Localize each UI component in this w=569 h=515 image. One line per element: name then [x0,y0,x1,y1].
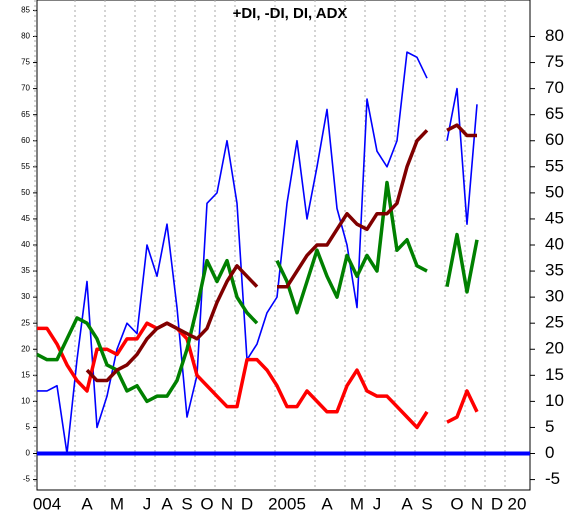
y-tick-label: 65 [21,110,30,119]
y2-tick-label: 65 [545,104,564,123]
data-line [277,129,429,289]
chart-title: +DI, -DI, DI, ADX [233,5,348,22]
data-line [275,180,428,315]
y-tick-label: 0 [26,449,31,458]
x-tick-label: J [143,494,152,513]
y2-tick-label: 5 [545,417,554,436]
data-line [446,87,478,225]
x-tick-label: S [421,494,432,513]
y-tick-label: 25 [21,318,30,327]
y2-tick-label: 20 [545,339,564,358]
y2-tick-label: 60 [545,130,564,149]
y2-tick-label: -5 [545,469,560,488]
y-tick-label: 50 [21,188,30,197]
y2-tick-label: 80 [545,26,564,45]
y2-tick-label: 35 [545,261,564,280]
x-tick-label: 2005 [268,494,306,513]
x-tick-label: M [350,494,364,513]
y-tick-label: -5 [23,475,31,484]
y2-tick-label: 15 [545,365,564,384]
y2-tick-label: 50 [545,182,564,201]
y-tick-label: 15 [21,370,30,379]
data-line [446,389,479,424]
data-line [446,123,477,138]
x-tick-label: A [401,494,413,513]
y2-tick-label: 10 [545,391,564,410]
plot-frame [36,0,531,491]
x-tick-label: O [200,494,213,513]
x-tick-label: N [221,494,233,513]
x-tick-label: N [471,494,483,513]
y2-tick-label: 30 [545,287,564,306]
y-tick-label: 70 [21,84,30,93]
x-tick-label: O [450,494,463,513]
y2-tick-label: 0 [545,443,554,462]
y-tick-label: 45 [21,214,30,223]
x-tick-label: M [110,494,124,513]
y2-tick-label: 45 [545,208,564,227]
data-line [36,258,259,404]
data-line [445,232,479,294]
y-tick-label: 20 [21,344,30,353]
x-tick-label: 20 [508,494,527,513]
y2-tick-label: 75 [545,52,564,71]
x-tick-label: J [373,494,382,513]
y2-tick-label: 40 [545,234,564,253]
x-tick-label: S [181,494,192,513]
y-tick-label: 60 [21,136,30,145]
y2-tick-label: 70 [545,78,564,97]
x-tick-label: D [491,494,503,513]
y-tick-label: 35 [21,266,30,275]
y-tick-label: 80 [21,32,30,41]
x-tick-label: A [321,494,333,513]
x-tick-label: D [241,494,253,513]
x-tick-label: A [161,494,173,513]
y2-tick-label: 55 [545,156,564,175]
y-tick-label: 10 [21,396,30,405]
x-tick-label: 004 [33,494,61,513]
y-tick-label: 55 [21,162,30,171]
y-tick-label: 5 [26,423,31,432]
y-tick-label: 75 [21,58,30,67]
y-tick-label: 85 [21,6,30,15]
data-line [37,51,428,455]
y2-tick-label: 25 [545,313,564,332]
x-tick-label: A [81,494,93,513]
y-tick-label: 40 [21,240,30,249]
data-line [85,264,259,383]
y-tick-label: 30 [21,292,30,301]
